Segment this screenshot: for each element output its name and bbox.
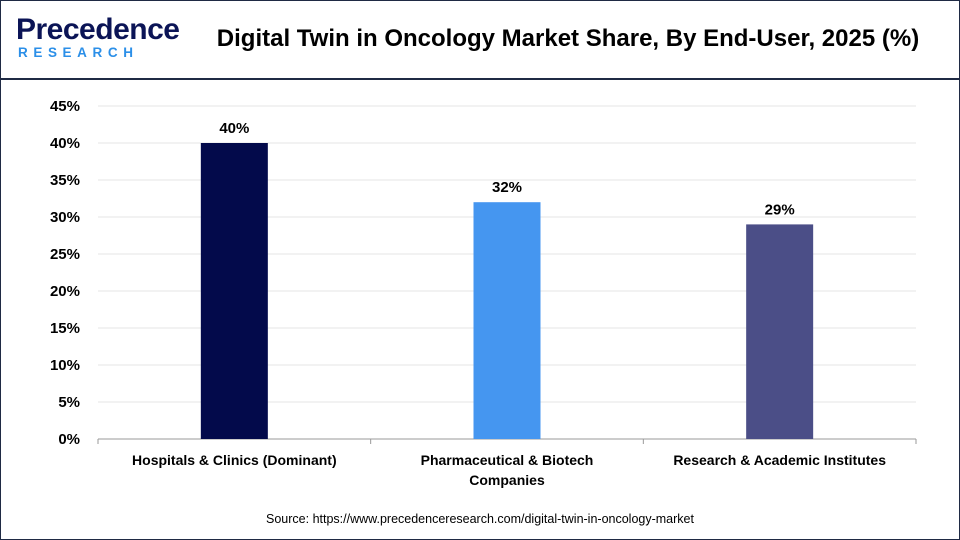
bar bbox=[473, 202, 541, 439]
y-tick-label: 45% bbox=[50, 98, 80, 115]
logo-subtext: RESEARCH bbox=[18, 45, 139, 60]
chart-title: Digital Twin in Oncology Market Share, B… bbox=[216, 25, 920, 52]
data-label: 29% bbox=[765, 201, 795, 218]
brand-logo[interactable]: Precedence RESEARCH bbox=[16, 14, 180, 64]
y-tick-label: 0% bbox=[58, 431, 80, 448]
y-tick-label: 5% bbox=[58, 394, 80, 411]
y-tick-label: 35% bbox=[50, 172, 80, 189]
bar-chart: 0% 5% 10% 15% 20% 25% 30% 35% 40% 45% 40% Hospitals… bbox=[50, 98, 917, 488]
y-tick-label: 25% bbox=[50, 246, 80, 263]
bar bbox=[200, 143, 268, 439]
source-note: Source: https://www.precedenceresearch.c… bbox=[266, 512, 694, 526]
y-tick-label: 40% bbox=[50, 135, 80, 152]
y-tick-label: 10% bbox=[50, 357, 80, 374]
bar bbox=[746, 224, 814, 439]
data-label: 32% bbox=[492, 179, 522, 196]
y-tick-label: 30% bbox=[50, 209, 80, 226]
header: Precedence RESEARCH Digital Twin in Onco… bbox=[0, 0, 960, 80]
x-category-label: Pharmaceutical & Biotech bbox=[421, 452, 594, 468]
x-category-label: Companies bbox=[469, 472, 545, 488]
y-tick-label: 20% bbox=[50, 283, 80, 300]
data-label: 40% bbox=[219, 120, 249, 137]
logo-wordmark: Precedence bbox=[16, 13, 180, 46]
x-category-label: Research & Academic Institutes bbox=[673, 452, 886, 468]
y-tick-label: 15% bbox=[50, 320, 80, 337]
x-category-label: Hospitals & Clinics (Dominant) bbox=[132, 452, 337, 468]
